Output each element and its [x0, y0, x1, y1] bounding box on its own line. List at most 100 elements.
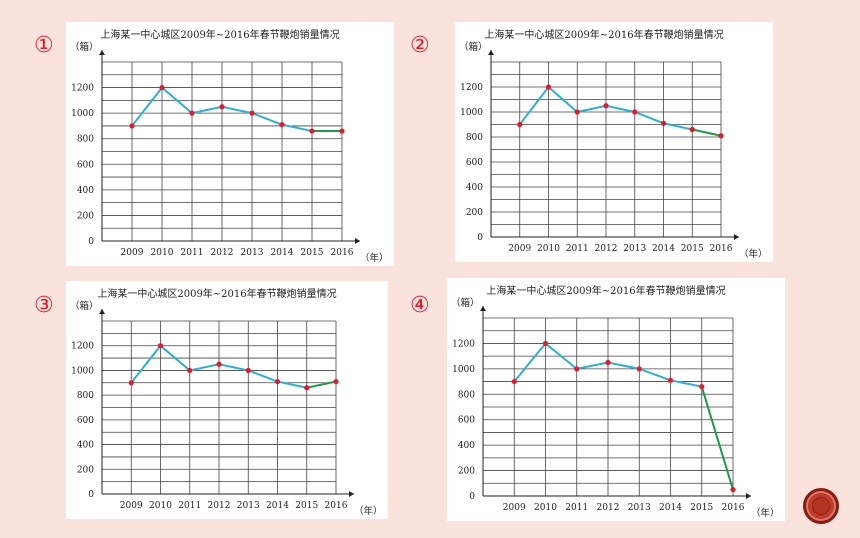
panel-label-1: ①: [34, 33, 54, 58]
x-tick-label: 2009: [120, 501, 143, 511]
data-point: [128, 380, 134, 386]
y-tick-label: 1200: [460, 83, 483, 93]
chart-panel-2: 上海某一中心城区2009年~2016年春节鞭炮销量情况 （箱） （年） 0 200 400…: [455, 22, 773, 262]
series-last-segment: [692, 128, 722, 137]
x-tick-label: 2013: [237, 501, 260, 511]
data-point: [660, 120, 667, 126]
x-tick-label: 2016: [710, 244, 733, 254]
y-tick-label: 0: [88, 237, 94, 247]
chart-panel-1: 上海某一中心城区2009年~2016年春节鞭炮销量情况 （箱） （年） 0 200 400…: [66, 22, 394, 266]
x-tick-label: 2011: [181, 248, 204, 258]
grid: [101, 61, 343, 242]
data-point: [689, 126, 695, 133]
data-point: [249, 110, 255, 116]
grid: [482, 317, 734, 497]
x-tick-label: 2010: [537, 244, 560, 254]
x-tick-label: 2015: [301, 248, 324, 258]
panel-label-2: ②: [410, 33, 430, 58]
x-tick-label: 2014: [266, 501, 289, 511]
y-axis-unit: （箱）: [459, 41, 488, 53]
data-point: [574, 366, 580, 372]
data-point: [517, 121, 523, 128]
data-point: [333, 378, 339, 385]
y-tick-label: 600: [77, 416, 94, 426]
x-axis-arrow: [746, 493, 751, 499]
y-tick-label: 1200: [71, 84, 94, 94]
next-slide-button[interactable]: [803, 488, 839, 524]
y-tick-label: 600: [77, 160, 94, 170]
y-tick-label: 0: [477, 233, 483, 243]
x-tick-label: 2009: [503, 503, 526, 513]
x-tick-label: 2012: [595, 244, 618, 254]
x-tick-label: 2014: [652, 244, 675, 254]
y-tick-label: 200: [77, 465, 94, 475]
data-point: [699, 384, 705, 390]
data-point: [730, 487, 736, 493]
y-axis-arrow: [480, 306, 486, 311]
x-tick-label: 2016: [325, 501, 348, 511]
x-tick-label: 2010: [151, 248, 174, 258]
x-axis-unit: （年）: [739, 248, 768, 260]
x-tick-label: 2016: [331, 248, 354, 258]
y-tick-label: 1000: [452, 365, 475, 375]
chart-title: 上海某一中心城区2009年~2016年春节鞭炮销量情况: [100, 28, 339, 41]
data-point: [542, 340, 549, 347]
x-tick-label: 2012: [208, 501, 231, 511]
chart-panel-3: 上海某一中心城区2009年~2016年春节鞭炮销量情况 （箱） （年） 0 200 400…: [66, 281, 388, 519]
x-tick-label: 2009: [508, 244, 531, 254]
y-tick-label: 0: [88, 490, 94, 500]
chart-panel-4: 上海某一中心城区2009年~2016年春节鞭炮销量情况 （箱） （年） 0 200 400…: [447, 278, 785, 521]
data-point: [274, 378, 281, 385]
y-tick-label: 200: [466, 208, 483, 218]
y-axis-unit: （箱）: [70, 41, 99, 53]
data-point: [304, 385, 310, 391]
x-tick-label: 2015: [690, 503, 713, 513]
y-tick-label: 600: [466, 158, 483, 168]
y-tick-label: 400: [458, 441, 475, 451]
x-tick-label: 2011: [178, 501, 201, 511]
chart-3-svg: 上海某一中心城区2009年~2016年春节鞭炮销量情况（箱） （年） 0 200 400…: [70, 287, 383, 517]
y-axis-arrow: [99, 50, 105, 55]
x-tick-label: 2015: [681, 244, 704, 254]
y-axis-unit: （箱）: [70, 300, 99, 312]
y-tick-label: 1000: [460, 108, 483, 118]
y-tick-label: 1200: [452, 339, 475, 349]
data-point: [309, 128, 315, 134]
chart-title: 上海某一中心城区2009年~2016年春节鞭炮销量情况: [486, 284, 725, 297]
y-tick-label: 800: [466, 133, 483, 143]
data-point: [189, 110, 195, 116]
x-axis-arrow: [355, 238, 360, 244]
grid: [490, 61, 722, 238]
y-axis-unit: （箱）: [451, 297, 480, 309]
x-tick-label: 2013: [623, 244, 646, 254]
data-point: [339, 128, 345, 134]
data-point: [187, 367, 193, 374]
x-axis-unit: （年）: [360, 252, 389, 264]
data-point: [603, 103, 609, 109]
data-point: [279, 122, 285, 128]
y-axis-arrow: [99, 309, 105, 314]
y-tick-label: 1000: [71, 366, 94, 376]
x-tick-label: 2009: [121, 248, 144, 258]
y-tick-label: 800: [77, 135, 94, 145]
y-axis-arrow: [488, 50, 494, 55]
x-tick-label: 2013: [241, 248, 264, 258]
y-tick-label: 1000: [71, 109, 94, 119]
y-tick-label: 0: [469, 492, 475, 502]
x-tick-label: 2016: [722, 503, 745, 513]
y-tick-label: 400: [77, 441, 94, 451]
grid: [101, 320, 337, 495]
x-tick-label: 2012: [211, 248, 234, 258]
data-point: [667, 377, 674, 383]
x-axis-unit: （年）: [354, 505, 383, 517]
x-tick-label: 2010: [149, 501, 172, 511]
chart-title: 上海某一中心城区2009年~2016年春节鞭炮销量情况: [484, 28, 723, 41]
data-point: [245, 367, 251, 374]
data-point: [636, 366, 642, 372]
y-tick-label: 800: [458, 390, 475, 400]
data-point: [219, 104, 225, 110]
x-tick-label: 2013: [628, 503, 651, 513]
y-tick-label: 600: [458, 416, 475, 426]
y-tick-label: 800: [77, 391, 94, 401]
y-tick-label: 400: [77, 186, 94, 196]
